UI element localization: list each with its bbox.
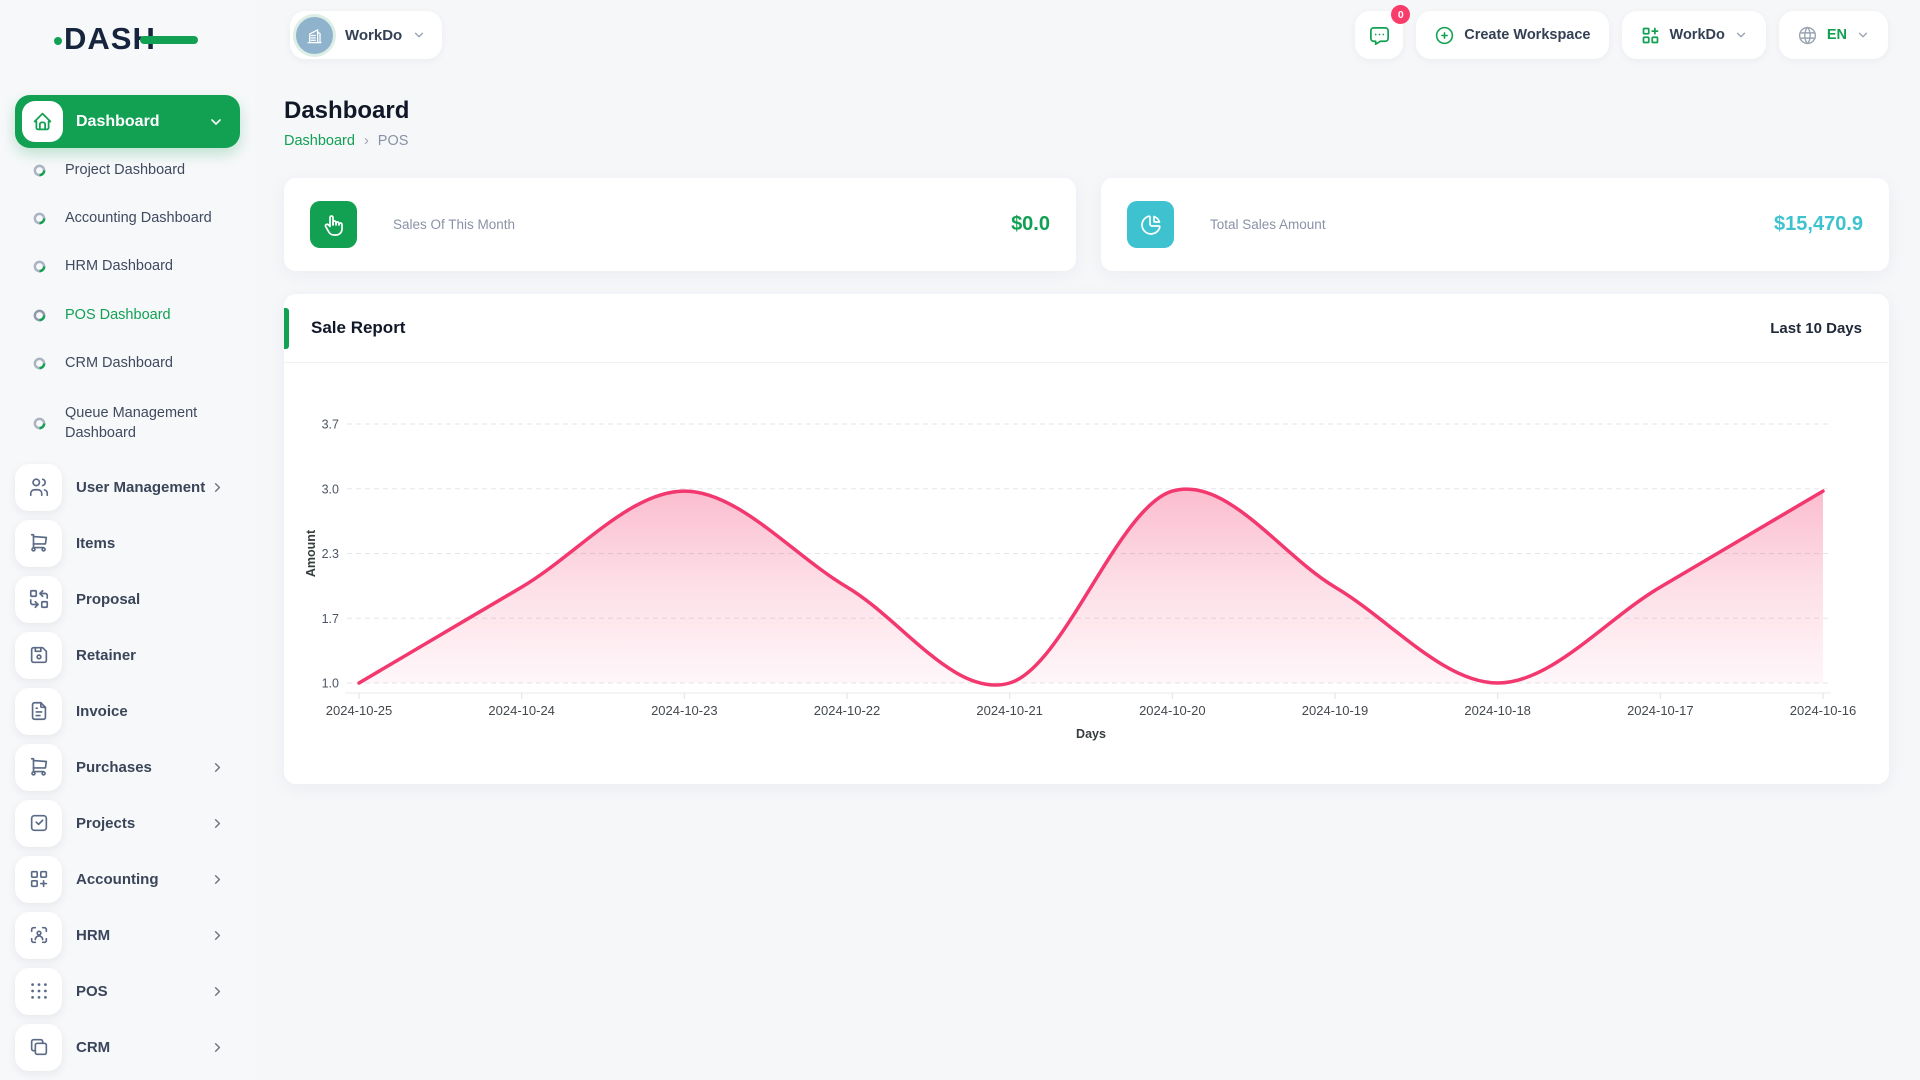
card-accent-bar [284, 308, 289, 349]
workspace-menu-button[interactable]: WorkDo [1621, 11, 1766, 59]
logo-dash-accent [139, 36, 198, 44]
users-icon [15, 463, 62, 511]
sidebar-item-user-management[interactable]: User Management [0, 459, 255, 515]
sidebar-item-queue-management-dashboard[interactable]: Queue Management Dashboard [0, 403, 255, 443]
svg-text:2024-10-24: 2024-10-24 [488, 703, 554, 718]
sidebar-item-accounting[interactable]: Accounting [0, 851, 255, 907]
sidebar-item-purchases[interactable]: Purchases [0, 739, 255, 795]
chevron-right-icon [210, 760, 225, 775]
svg-text:2024-10-22: 2024-10-22 [814, 703, 881, 718]
svg-text:2024-10-21: 2024-10-21 [976, 703, 1043, 718]
app-logo-text: DASH [54, 21, 198, 57]
chat-bubble-icon [1368, 24, 1391, 47]
overlapping-squares-icon [15, 1023, 62, 1071]
home-icon [22, 101, 63, 142]
sale-report-title: Sale Report [311, 318, 406, 337]
svg-text:3.7: 3.7 [322, 418, 339, 432]
svg-text:2024-10-23: 2024-10-23 [651, 703, 718, 718]
svg-text:1.7: 1.7 [322, 612, 339, 626]
stat-card-total-sales-amount: Total Sales Amount $15,470.9 [1101, 178, 1889, 271]
sidebar-item-accounting-dashboard[interactable]: Accounting Dashboard [0, 208, 255, 228]
chevron-right-icon [210, 480, 225, 495]
sale-report-card: Sale Report Last 10 Days 1.0 1.7 2.3 3.0 3.7… [284, 294, 1889, 784]
sidebar-item-hrm[interactable]: HRM [0, 907, 255, 963]
chevron-right-icon [210, 984, 225, 999]
sidebar-item-crm[interactable]: CRM [0, 1019, 255, 1075]
sidebar: DASH Dashboard Project Dashboard Account… [0, 0, 255, 1080]
stat-label: Sales Of This Month [393, 217, 516, 232]
workspace-switcher[interactable]: WorkDo [290, 11, 443, 59]
svg-text:2024-10-20: 2024-10-20 [1139, 703, 1206, 718]
messages-count-badge: 0 [1391, 5, 1411, 24]
stat-card-sales-of-this-month: Sales Of This Month $0.0 [284, 178, 1076, 271]
checkbox-icon [15, 799, 62, 847]
sidebar-item-items[interactable]: Items [0, 515, 255, 571]
invoice-file-icon [15, 687, 62, 735]
svg-text:2024-10-16: 2024-10-16 [1790, 703, 1857, 718]
sidebar-item-label: Dashboard [76, 112, 160, 130]
globe-icon [1797, 25, 1818, 46]
sale-report-period: Last 10 Days [1770, 319, 1862, 337]
sidebar-item-projects[interactable]: Projects [0, 795, 255, 851]
shopping-cart-icon [15, 519, 62, 567]
sidebar-item-pos-dashboard[interactable]: POS Dashboard [0, 305, 255, 325]
grid-dots-icon [15, 967, 62, 1015]
svg-text:2024-10-19: 2024-10-19 [1302, 703, 1369, 718]
svg-text:2024-10-25: 2024-10-25 [326, 703, 393, 718]
chevron-right-icon [210, 816, 225, 831]
chevron-right-icon [210, 872, 225, 887]
sidebar-item-dashboard[interactable]: Dashboard [15, 95, 240, 148]
svg-text:2024-10-18: 2024-10-18 [1464, 703, 1531, 718]
stat-value: $15,470.9 [1774, 213, 1863, 235]
chevron-right-icon [210, 1040, 225, 1055]
create-workspace-button[interactable]: Create Workspace [1416, 11, 1609, 59]
sidebar-item-project-dashboard[interactable]: Project Dashboard [0, 160, 255, 180]
replace-squares-icon [15, 575, 62, 623]
breadcrumb-separator: › [363, 133, 369, 149]
stat-value: $0.0 [1011, 213, 1050, 235]
chevron-down-icon [1856, 28, 1870, 42]
breadcrumb: Dashboard › POS [284, 133, 408, 149]
sale-report-area-chart: 1.0 1.7 2.3 3.0 3.7 2024-10-25 2024-10-24 2024-… [304, 418, 1857, 742]
messages-button[interactable]: 0 [1355, 5, 1411, 59]
sale-report-header: Sale Report Last 10 Days [284, 294, 1889, 363]
top-bar: WorkDo 0 Create Workspace WorkDo [255, 0, 1920, 71]
plus-circle-icon [1434, 25, 1455, 46]
svg-text:2.3: 2.3 [322, 547, 339, 561]
chevron-down-icon [208, 114, 224, 130]
sidebar-item-hrm-dashboard[interactable]: HRM Dashboard [0, 256, 255, 276]
pie-chart-icon [1127, 201, 1174, 248]
breadcrumb-current: POS [377, 133, 409, 149]
app-logo[interactable]: DASH [54, 20, 198, 58]
sidebar-item-crm-dashboard[interactable]: CRM Dashboard [0, 353, 255, 373]
grid-plus-icon [1640, 25, 1661, 46]
floppy-disk-icon [15, 631, 62, 679]
chevron-down-icon [1734, 28, 1748, 42]
user-scan-icon [15, 911, 62, 959]
tap-finger-icon [310, 201, 357, 248]
shopping-cart-icon [15, 743, 62, 791]
svg-text:3.0: 3.0 [322, 482, 339, 496]
svg-text:1.0: 1.0 [322, 677, 339, 691]
grid-plus-icon [15, 855, 62, 903]
breadcrumb-dashboard-link[interactable]: Dashboard [284, 133, 355, 149]
page-title: Dashboard [284, 97, 410, 124]
stat-label: Total Sales Amount [1210, 217, 1326, 232]
sidebar-item-proposal[interactable]: Proposal [0, 571, 255, 627]
language-selector[interactable]: EN [1778, 11, 1888, 59]
sidebar-item-retainer[interactable]: Retainer [0, 627, 255, 683]
logo-dot-accent [54, 37, 62, 45]
chevron-right-icon [210, 928, 225, 943]
svg-text:Days: Days [1076, 727, 1106, 741]
chevron-down-icon [412, 28, 426, 42]
workspace-avatar [296, 16, 333, 54]
svg-text:2024-10-17: 2024-10-17 [1627, 703, 1694, 718]
sidebar-item-invoice[interactable]: Invoice [0, 683, 255, 739]
svg-text:Amount: Amount [304, 529, 318, 577]
sidebar-item-pos[interactable]: POS [0, 963, 255, 1019]
